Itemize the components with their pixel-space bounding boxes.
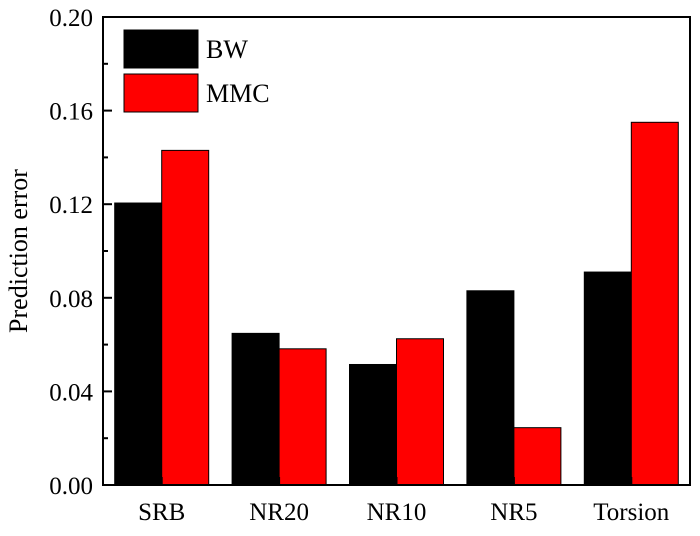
legend-swatch-mmc — [123, 73, 199, 113]
y-tick-label: 0.04 — [49, 379, 93, 406]
bar-bw-nr5 — [466, 290, 515, 486]
y-tick-label: 0.12 — [49, 192, 93, 219]
legend-label-mmc: MMC — [206, 79, 270, 108]
y-tick-label: 0.08 — [49, 286, 93, 313]
y-tick-label: 0.16 — [49, 99, 93, 126]
bar-mmc-nr5 — [513, 427, 562, 486]
bar-bw-nr10 — [349, 363, 397, 486]
legend-label-bw: BW — [206, 35, 248, 64]
legend: BW MMC — [122, 28, 292, 114]
bars-group — [114, 121, 679, 486]
x-tick-label: NR10 — [367, 499, 427, 526]
bar-bw-torsion — [583, 271, 632, 486]
y-axis: 0.00 0.04 0.08 0.12 0.16 0.20 — [49, 5, 112, 500]
y-axis-title: Prediction error — [4, 169, 33, 333]
bar-mmc-nr20 — [278, 348, 327, 486]
bar-mmc-nr10 — [396, 338, 444, 486]
y-tick-label: 0.20 — [49, 5, 93, 32]
x-tick-label: SRB — [138, 499, 185, 526]
x-tick-label: Torsion — [593, 499, 670, 526]
bar-bw-nr20 — [231, 332, 280, 486]
bar-bw-srb — [114, 202, 163, 486]
bar-mmc-torsion — [630, 121, 679, 486]
legend-swatch-bw — [123, 29, 199, 69]
x-tick-label: NR20 — [249, 499, 309, 526]
x-tick-label: NR5 — [490, 499, 537, 526]
x-axis: SRB NR20 NR10 NR5 Torsion — [138, 477, 670, 526]
bar-mmc-srb — [161, 149, 210, 486]
y-tick-label: 0.00 — [49, 473, 93, 500]
